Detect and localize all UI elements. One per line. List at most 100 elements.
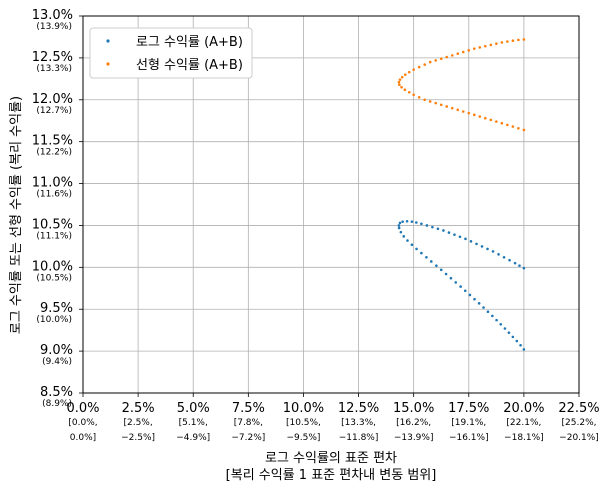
- data-point: [439, 103, 443, 107]
- y-tick-label: 10.5%: [32, 217, 73, 232]
- x-tick-sublabel: [2.5%,: [123, 418, 152, 428]
- data-point: [522, 348, 526, 351]
- data-point: [482, 306, 485, 309]
- data-point: [445, 105, 449, 108]
- series-0: [397, 219, 526, 351]
- data-point: [507, 331, 511, 334]
- data-point: [398, 221, 402, 225]
- x-tick-sublabel: −7.2%]: [231, 433, 265, 443]
- y-tick-sublabel: (12.2%): [36, 148, 72, 158]
- data-point: [403, 88, 407, 92]
- data-point: [491, 314, 494, 318]
- data-point: [398, 78, 402, 81]
- y-tick-sublabel: (13.9%): [36, 22, 72, 32]
- x-tick-label: 10.0%: [283, 401, 324, 416]
- data-point: [500, 41, 504, 44]
- data-point: [445, 55, 449, 59]
- x-tick-sublabel: −13.9%]: [394, 433, 434, 443]
- data-point: [511, 125, 515, 128]
- y-tick-sublabel: (10.0%): [36, 315, 72, 325]
- data-point: [428, 60, 432, 64]
- data-point: [435, 264, 438, 267]
- data-point: [517, 126, 520, 130]
- series-layer: [397, 38, 526, 351]
- data-point: [522, 128, 526, 132]
- legend-label-linear: 선형 수익률 (A+B): [136, 58, 243, 73]
- data-point: [406, 239, 409, 242]
- data-point: [439, 57, 443, 61]
- data-point: [461, 50, 465, 54]
- legend-box: [89, 27, 253, 79]
- data-point: [461, 110, 465, 113]
- data-point: [397, 80, 401, 84]
- data-point: [502, 255, 506, 259]
- data-point: [478, 46, 482, 49]
- data-point: [417, 95, 421, 99]
- x-tick-sublabel: [25.2%,: [562, 418, 597, 428]
- data-point: [495, 318, 498, 322]
- y-tick-sublabel: (11.6%): [36, 190, 72, 200]
- data-point: [444, 272, 448, 276]
- data-point: [503, 327, 507, 330]
- data-point: [397, 224, 401, 227]
- data-point: [519, 343, 522, 347]
- data-point: [400, 75, 404, 79]
- data-point: [506, 123, 509, 127]
- data-point: [511, 39, 515, 43]
- data-point: [407, 70, 411, 74]
- tick-layer: 0.0% [0.0%, 0.0%] 2.5% [2.5%, −2.5%] 5.0% [5.1%…: [32, 8, 600, 443]
- x-tick-sublabel: −18.1%]: [504, 433, 544, 443]
- y-tick-label: 9.5%: [40, 301, 73, 316]
- data-point: [417, 65, 421, 69]
- x-tick-sublabel: [16.2%,: [396, 418, 431, 428]
- data-point: [468, 293, 472, 297]
- data-point: [420, 251, 423, 255]
- y-tick-sublabel: (12.7%): [36, 106, 72, 116]
- data-point: [517, 38, 520, 42]
- data-point: [401, 220, 404, 223]
- data-point: [472, 113, 476, 117]
- data-point: [431, 225, 434, 229]
- y-tick-label: 8.5%: [40, 385, 73, 400]
- data-point: [506, 40, 509, 43]
- x-tick-sublabel: [19.1%,: [451, 418, 486, 428]
- data-point: [447, 231, 451, 234]
- x-tick-label: 2.5%: [122, 401, 155, 416]
- y-tick-label: 12.5%: [32, 50, 73, 65]
- data-point: [399, 230, 403, 234]
- data-point: [423, 98, 426, 102]
- data-point: [402, 235, 406, 238]
- y-tick-label: 11.0%: [32, 176, 73, 191]
- data-point: [415, 221, 418, 224]
- x-tick-sublabel: [13.3%,: [341, 418, 376, 428]
- x-tick-label: 12.5%: [338, 401, 379, 416]
- data-point: [477, 302, 481, 305]
- x-tick-sublabel: [7.8%,: [234, 418, 263, 428]
- plot-frame: [82, 15, 580, 394]
- data-point: [428, 100, 432, 103]
- data-point: [469, 240, 473, 243]
- y-tick-label: 13.0%: [32, 8, 73, 23]
- data-point: [456, 108, 460, 112]
- data-point: [449, 276, 453, 280]
- series-1: [397, 38, 526, 132]
- data-point: [495, 120, 498, 123]
- data-point: [434, 101, 438, 105]
- x-tick-sublabel: −16.1%]: [449, 433, 489, 443]
- data-point: [456, 52, 460, 55]
- data-point: [522, 266, 526, 270]
- data-point: [495, 42, 498, 45]
- y-tick-label: 9.0%: [40, 343, 73, 358]
- y-tick-sublabel: (10.5%): [36, 273, 72, 283]
- data-point: [486, 310, 490, 314]
- data-point: [415, 247, 418, 251]
- data-point: [489, 43, 493, 47]
- x-tick-label: 17.5%: [448, 401, 489, 416]
- data-point: [442, 229, 445, 232]
- data-point: [434, 59, 438, 62]
- data-point: [407, 90, 411, 94]
- data-point: [410, 243, 414, 247]
- data-point: [484, 44, 487, 48]
- y-tick-sublabel: (8.9%): [42, 399, 72, 409]
- y-tick-sublabel: (9.4%): [42, 357, 72, 367]
